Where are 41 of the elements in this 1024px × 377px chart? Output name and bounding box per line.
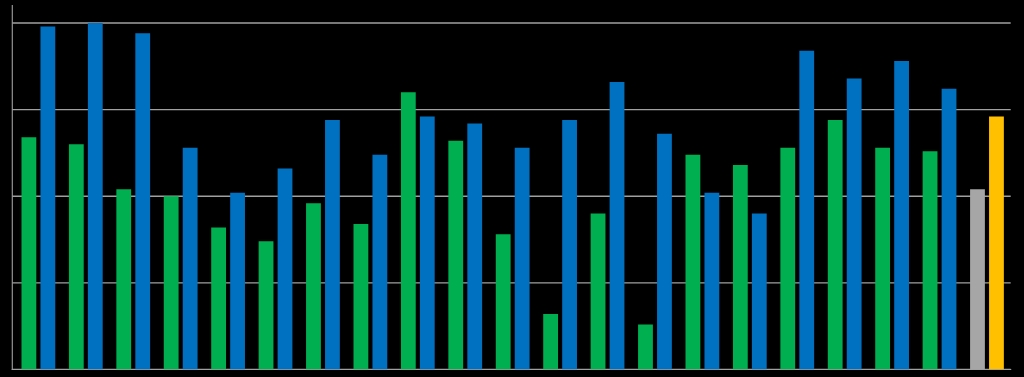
bar xyxy=(277,168,293,370)
bar xyxy=(306,203,321,370)
bar xyxy=(894,61,909,370)
bar xyxy=(448,140,464,370)
bar xyxy=(922,151,938,370)
bar xyxy=(609,81,625,370)
bar xyxy=(211,227,227,370)
bar xyxy=(941,88,957,370)
bar xyxy=(400,92,416,370)
bar xyxy=(780,147,796,370)
bar xyxy=(21,137,37,370)
bar xyxy=(467,123,483,370)
bar xyxy=(732,165,748,370)
bar xyxy=(562,119,577,370)
bar xyxy=(638,324,653,370)
bar xyxy=(163,196,179,370)
bar xyxy=(40,26,56,370)
bar xyxy=(875,147,891,370)
bar xyxy=(495,234,511,370)
bar xyxy=(989,116,1004,370)
bar xyxy=(514,147,530,370)
bar xyxy=(799,50,815,370)
bar xyxy=(87,22,103,370)
bar xyxy=(353,223,369,370)
bar xyxy=(751,213,767,370)
bar xyxy=(258,241,274,370)
bar xyxy=(116,189,132,370)
bar xyxy=(827,119,843,370)
bar xyxy=(685,154,701,370)
bar xyxy=(590,213,606,370)
bar xyxy=(704,192,720,370)
bar xyxy=(68,144,84,370)
bar xyxy=(230,192,245,370)
bar xyxy=(182,147,198,370)
bar xyxy=(325,119,340,370)
bar xyxy=(543,314,559,370)
bar xyxy=(846,78,862,370)
bar xyxy=(135,33,151,370)
bar xyxy=(372,154,388,370)
bar xyxy=(657,133,672,370)
bar xyxy=(419,116,435,370)
